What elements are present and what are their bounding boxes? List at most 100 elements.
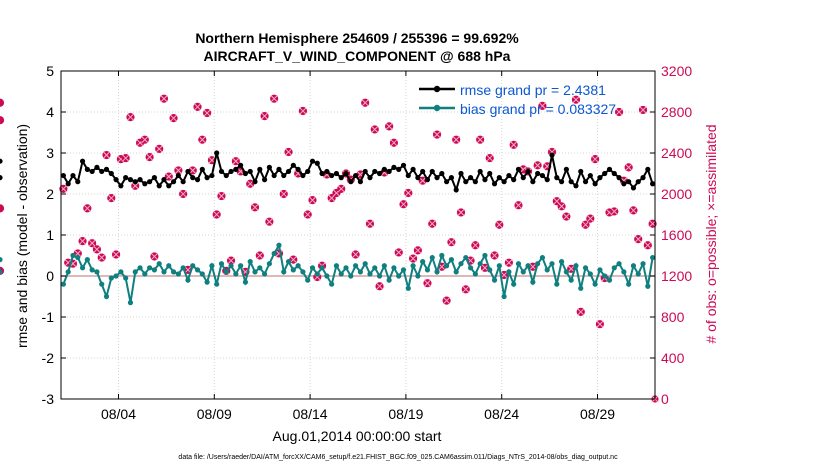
obs-point [131,181,140,190]
rmse-point [338,175,344,181]
bias-point [257,265,263,271]
rmse-point [70,172,76,179]
rmse-point [491,181,498,187]
obs-point [102,150,111,160]
bias-point [99,281,105,287]
bias-point [630,263,637,269]
obs-assimilated-marker [227,256,235,265]
rmse-point [79,158,86,164]
obs-point [571,95,581,104]
rmse-point [142,181,148,187]
y2-tick-label: 1200 [661,268,692,284]
obs-assimilated-marker [213,210,221,219]
rmse-point [127,177,134,183]
x-tick-label: 08/19 [388,406,423,422]
obs-point [595,320,605,329]
obs-assimilated-marker [112,250,120,259]
rmse-point [132,179,138,185]
rmse-point [496,175,502,181]
obs-assimilated-marker [486,154,494,162]
bias-point [645,283,651,289]
obs-assimilated-marker [375,282,384,290]
rmse-point [151,175,158,181]
bias-point [127,300,134,306]
rmse-point [463,179,469,185]
bias-point [89,267,95,273]
bias-point [487,267,493,273]
bias-point [376,273,383,279]
rmse-point [578,168,584,175]
bias-point [103,293,110,300]
obs-point [365,219,375,228]
rmse-point [285,168,292,175]
obs-assimilated-marker [414,246,422,255]
obs-point [514,201,523,210]
rmse-point [223,172,229,179]
obs-point [97,253,106,262]
obs-point [260,112,269,121]
obs-assimilated-marker [308,196,317,204]
bias-point [70,252,76,259]
bias-point [491,277,498,283]
obs-assimilated-marker [131,182,139,190]
obs-point [385,122,394,131]
rmse-point [94,164,100,170]
bias-point [582,265,589,271]
obs-point [533,161,542,170]
obs-assimilated-marker [404,189,412,197]
obs-assimilated-marker [447,238,456,246]
obs-assimilated-marker [538,102,547,110]
obs-point [126,113,135,122]
obs-assimilated-marker [495,221,503,229]
bias-point [597,267,603,273]
obs-point [495,220,504,229]
rmse-point [190,175,196,181]
rmse-point [247,168,253,175]
bias-point [108,275,114,281]
bias-point [319,265,325,271]
obs-assimilated-marker [198,136,206,144]
obs-possible-marker [0,204,5,213]
obs-point [203,108,212,118]
obs-point [111,250,121,259]
rmse-point [405,172,411,179]
bias-point [113,273,119,279]
bias-point [386,277,392,283]
rmse-point [324,168,330,175]
rmse-point [89,168,95,175]
obs-assimilated-marker [399,200,408,208]
bias-point [539,254,546,261]
legend-bias-marker [433,104,441,112]
rmse-point [467,175,474,181]
obs-assimilated-marker [366,220,374,228]
bias-point [506,269,512,275]
obs-assimilated-marker [83,204,92,213]
rmse-point [645,166,651,172]
rmse-point [448,175,455,181]
rmse-point [137,177,143,183]
obs-point [624,163,633,172]
obs-point [370,125,379,134]
bias-point [175,271,181,277]
obs-assimilated-marker [572,96,580,104]
bias-point [520,269,526,275]
obs-assimilated-marker [150,252,159,261]
bias-point [396,273,402,279]
rmse-point [357,179,363,185]
bias-point [142,271,148,277]
chart-title: Northern Hemisphere 254609 / 255396 = 99… [195,30,519,46]
bias-point [573,263,579,269]
rmse-point [424,177,431,183]
obs-assimilated-marker [98,253,106,262]
bias-point [266,261,272,267]
obs-point [217,191,226,201]
rmse-point [515,166,522,172]
obs-assimilated-marker [122,154,130,162]
rmse-point [161,177,167,183]
y2-tick-label: 2400 [661,145,692,161]
obs-assimilated-marker [423,279,432,287]
y2-axis-label: # of obs: o=possible; ×=assimilated [703,124,719,343]
y2-tick-label: 2000 [661,186,692,202]
obs-assimilated-marker [586,214,594,223]
obs-assimilated-marker [165,172,173,181]
